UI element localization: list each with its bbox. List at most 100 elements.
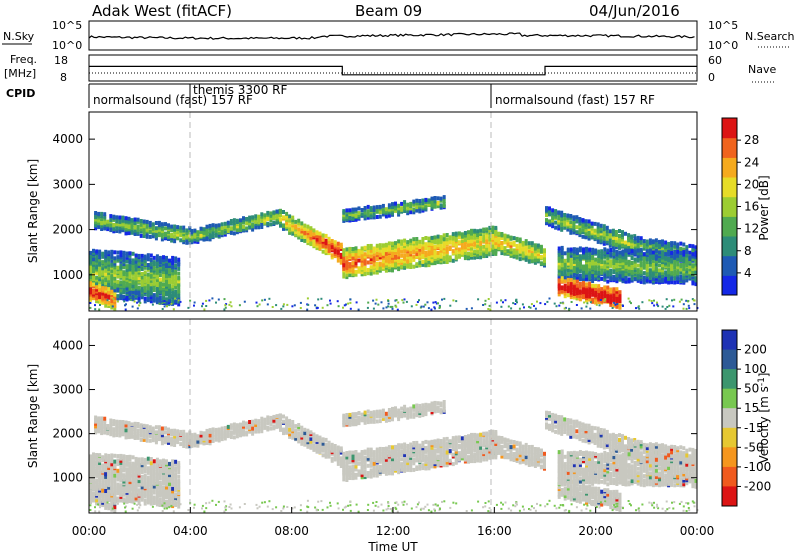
power-cell: [385, 306, 388, 309]
power-cell: [606, 279, 610, 284]
power-cell: [260, 212, 264, 217]
power-cell: [497, 237, 501, 242]
power-cell: [524, 239, 528, 244]
power-cell: [128, 274, 132, 279]
power-cell: [124, 231, 128, 236]
velocity-cell: [291, 420, 295, 424]
power-cell: [418, 239, 422, 244]
power-cell: [143, 299, 147, 304]
power-cell: [122, 250, 126, 255]
power-cell: [612, 303, 616, 308]
power-cell: [232, 221, 236, 226]
power-cell: [624, 275, 628, 280]
velocity-cell: [384, 446, 388, 451]
power-cell: [409, 261, 413, 266]
power-cell: [95, 263, 99, 268]
power-cell: [152, 279, 156, 283]
power-cell: [596, 233, 600, 237]
power-cell: [667, 276, 671, 281]
power-cell: [185, 228, 189, 233]
power-cell: [360, 256, 364, 261]
power-cell: [394, 241, 397, 246]
power-cell: [420, 305, 423, 308]
power-cell: [611, 239, 615, 244]
velocity-cell: [518, 446, 522, 451]
power-cell: [345, 247, 349, 252]
power-cell: [648, 240, 652, 245]
power-cell: [248, 225, 252, 230]
power-cell: [149, 262, 153, 267]
power-cell: [651, 258, 655, 263]
power-cell: [578, 297, 582, 302]
power-cell: [666, 306, 669, 308]
power-cell: [608, 238, 612, 243]
power-cell: [676, 257, 680, 262]
power-cell: [387, 268, 391, 273]
power-cell: [609, 259, 613, 264]
velocity-cell: [115, 423, 119, 428]
velocity-cell: [300, 441, 304, 446]
power-cell: [136, 307, 139, 310]
power-cell: [548, 222, 551, 227]
power-cell: [378, 261, 382, 266]
velocity-cell: [384, 455, 388, 460]
power-cell: [575, 283, 579, 288]
power-cell: [155, 257, 159, 262]
power-cell: [363, 245, 367, 250]
power-cell: [92, 269, 95, 274]
power-cell: [220, 226, 224, 231]
velocity-cell: [403, 462, 407, 467]
power-cell: [372, 254, 376, 259]
velocity-cell: [266, 420, 270, 425]
velocity-cell: [470, 459, 473, 464]
power-cell: [345, 251, 349, 256]
cpid-label: CPID: [6, 87, 35, 100]
power-cell: [612, 251, 616, 256]
power-cell: [110, 278, 114, 283]
velocity-cell: [121, 420, 125, 424]
power-cell: [597, 286, 601, 291]
power-cell: [473, 233, 477, 238]
velocity-cell: [500, 454, 504, 459]
power-cell: [473, 249, 477, 254]
power-cell: [168, 258, 171, 263]
power-cell: [406, 257, 410, 262]
velocity-cell: [327, 454, 331, 459]
power-cell: [685, 245, 689, 250]
power-cell: [487, 298, 490, 300]
power-cell: [152, 297, 156, 302]
power-cell: [606, 248, 610, 253]
power-cell: [615, 295, 619, 300]
velocity-cell: [488, 437, 492, 442]
power-cell: [391, 259, 394, 264]
power-cell: [611, 307, 614, 309]
velocity-cell: [109, 427, 113, 432]
power-cell: [397, 239, 401, 244]
velocity-cell: [297, 439, 301, 444]
power-cell: [582, 253, 585, 258]
power-cell: [112, 222, 116, 227]
power-cell: [633, 267, 637, 272]
power-cell: [445, 239, 449, 244]
power-cell: [397, 243, 401, 248]
velocity-cell: [372, 461, 376, 466]
power-cell: [470, 242, 473, 246]
velocity-cell: [442, 448, 446, 452]
power-cell: [572, 255, 576, 260]
power-cell: [645, 260, 649, 265]
power-cell: [139, 227, 143, 232]
velocity-cell: [457, 457, 461, 462]
power-cell: [100, 217, 104, 221]
power-cell: [557, 226, 561, 231]
velocity-cell: [100, 425, 104, 430]
velocity-cell: [394, 464, 397, 469]
power-cell: [179, 238, 183, 243]
power-cell: [673, 249, 677, 254]
velocity-cell: [384, 464, 388, 469]
power-cell: [566, 258, 570, 263]
power-cell: [409, 265, 413, 269]
power-cell: [251, 222, 255, 227]
velocity-cell: [518, 453, 522, 458]
power-cell: [566, 218, 570, 223]
power-cell: [98, 277, 102, 282]
